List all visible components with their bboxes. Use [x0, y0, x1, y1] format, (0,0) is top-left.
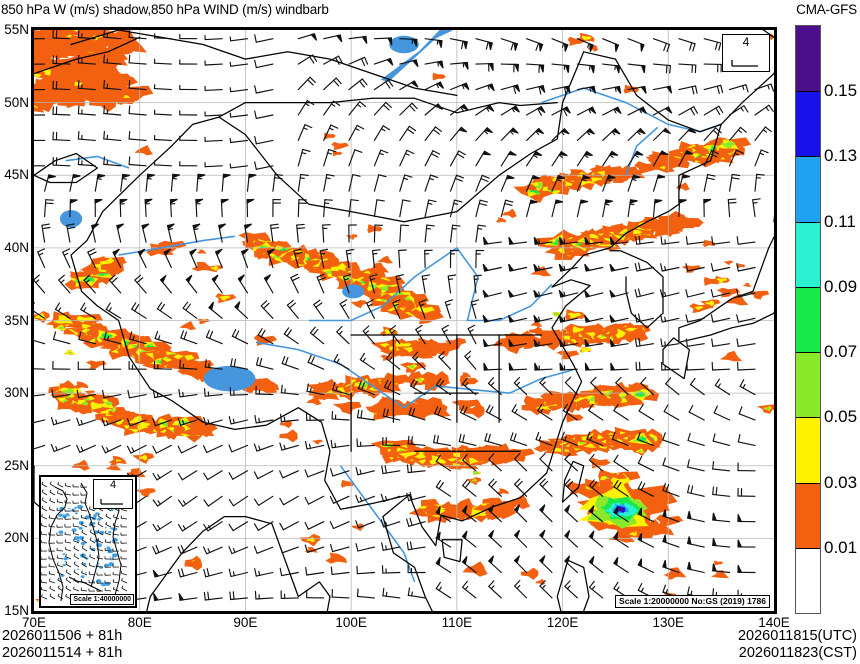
inset-windbarb-key: 4	[93, 479, 133, 509]
colorbar-divider	[796, 156, 820, 158]
x-tick-label: 120E	[546, 615, 579, 630]
inset-map[interactable]: 4 Scale 1:40000000	[39, 475, 137, 608]
y-tick-label: 45N	[4, 167, 29, 183]
inset-scale-note: Scale 1:40000000	[70, 594, 134, 605]
colorbar-divider	[796, 91, 820, 93]
colorbar-divider	[796, 286, 820, 288]
x-tick-label: 140E	[758, 615, 790, 630]
colorbar-band	[796, 417, 820, 484]
colorbar[interactable]	[795, 25, 821, 614]
colorbar-band	[796, 547, 820, 614]
footer-init-utc: 2026011506 + 81h	[2, 628, 123, 644]
inset-key-value: 4	[109, 479, 117, 491]
x-tick-label: 110E	[441, 615, 473, 630]
y-tick-label: 30N	[4, 385, 29, 401]
page-title: 850 hPa W (m/s) shadow,850 hPa WIND (m/s…	[1, 2, 329, 17]
footer-valid-cst: 2026011823(CST)	[738, 645, 857, 661]
colorbar-divider	[796, 352, 820, 354]
colorbar-band	[796, 482, 820, 549]
colorbar-tick-label: 0.01	[824, 537, 858, 557]
map-canvas	[34, 30, 774, 611]
colorbar-divider	[796, 547, 820, 549]
y-tick-label: 40N	[4, 239, 29, 255]
y-tick-label: 55N	[4, 22, 29, 37]
colorbar-band	[796, 26, 820, 92]
colorbar-band	[796, 352, 820, 418]
x-tick-label: 90E	[233, 615, 258, 630]
colorbar-tick-label: 0.09	[824, 276, 858, 296]
map-panel[interactable]: 4 Scale 1:20000000 No:GS (2019) 1786 4 S…	[31, 27, 777, 614]
y-tick-label: 25N	[4, 457, 29, 473]
coastline-layer	[34, 30, 774, 611]
inset-windbarb-icon	[100, 499, 123, 505]
colorbar-tick-label: 0.05	[824, 407, 858, 427]
map-scale-note: Scale 1:20000000 No:GS (2019) 1786	[615, 595, 770, 608]
footer-init-cst: 2026011514 + 81h	[2, 645, 123, 661]
colorbar-divider	[796, 417, 820, 419]
inset-map-render	[41, 477, 135, 606]
colorbar-divider	[796, 482, 820, 484]
colorbar-band	[796, 286, 820, 353]
y-tick-label: 35N	[4, 312, 29, 328]
y-tick-label: 50N	[4, 94, 29, 110]
colorbar-band	[796, 156, 820, 223]
colorbar-band	[796, 221, 820, 288]
colorbar-divider	[796, 221, 820, 223]
x-tick-label: 80E	[127, 615, 152, 630]
colorbar-tick-label: 0.11	[824, 211, 856, 231]
colorbar-tick-label: 0.15	[824, 81, 858, 101]
y-tick-label: 20N	[4, 530, 29, 546]
colorbar-tick-label: 0.13	[824, 146, 858, 166]
x-tick-label: 130E	[652, 615, 685, 630]
windbarb-key-icon	[731, 60, 758, 67]
x-tick-label: 100E	[335, 615, 367, 630]
windbarb-key: 4	[722, 34, 770, 72]
colorbar-tick-label: 0.03	[824, 472, 858, 492]
footer-valid-utc: 2026011815(UTC)	[737, 628, 857, 644]
colorbar-tick-label: 0.07	[824, 342, 858, 362]
x-tick-label: 70E	[21, 615, 47, 630]
windbarb-key-value: 4	[742, 35, 750, 49]
model-label: CMA-GFS	[796, 2, 857, 17]
colorbar-band	[796, 91, 820, 157]
y-tick-label: 15N	[4, 603, 29, 618]
map-render	[34, 30, 774, 611]
